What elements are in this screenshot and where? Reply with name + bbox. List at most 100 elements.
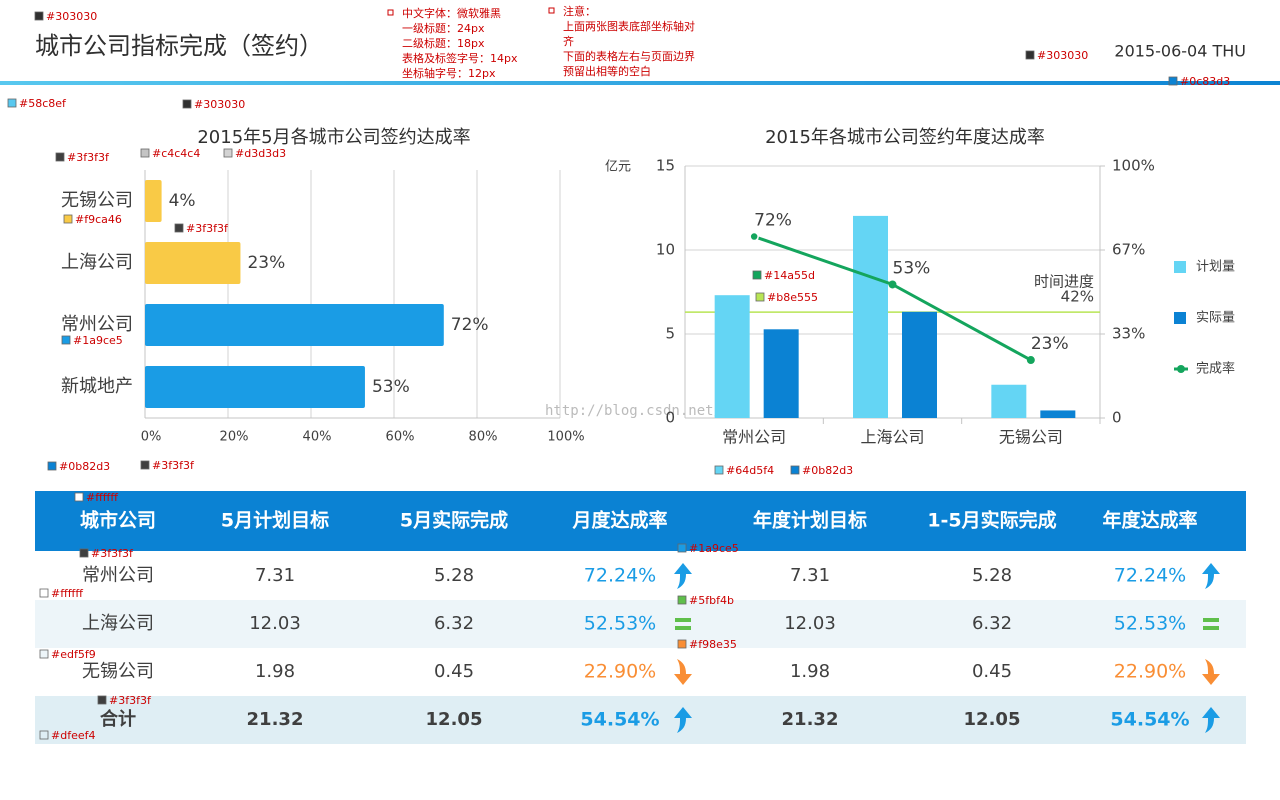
color-swatch [74, 492, 84, 502]
y2-tick-label: 0 [1112, 409, 1122, 427]
legend-label: 实际量 [1196, 311, 1235, 326]
y-axis-label: 亿元 [605, 160, 631, 175]
legend-swatch [1174, 312, 1186, 324]
color-annotation: #f98e35 [689, 638, 737, 651]
color-annotation: #3f3f3f [109, 694, 152, 707]
bar [145, 242, 241, 284]
y2-tick-label: 100% [1112, 157, 1155, 175]
color-annotation: #0b82d3 [59, 460, 110, 473]
color-annotation: #ffffff [51, 587, 83, 600]
color-swatch [714, 465, 724, 475]
watermark: http://blog.csdn.net/ [545, 403, 722, 419]
y2-tick-label: 67% [1112, 240, 1145, 258]
y-tick-label: 10 [656, 241, 675, 259]
header-rule [0, 81, 1280, 85]
table-cell: 常州公司 [82, 565, 154, 586]
table-header-cell: 城市公司 [80, 509, 156, 532]
bar [991, 384, 1027, 418]
bar [145, 304, 444, 346]
trend-down-icon [674, 659, 692, 685]
rate-point [888, 280, 897, 289]
color-swatch [34, 11, 44, 21]
reference-label: 时间进度 [1034, 273, 1094, 291]
color-annotation: #0c83d3 [1180, 75, 1230, 88]
color-annotation: #d3d3d3 [235, 147, 286, 160]
color-annotation: #3f3f3f [91, 547, 134, 560]
rate-label: 72% [754, 211, 792, 231]
color-swatch [1025, 50, 1035, 60]
table-header-cell: 5月实际完成 [400, 509, 508, 532]
chart-title: 2015年5月各城市公司签约达成率 [197, 127, 470, 148]
color-annotation: #3f3f3f [186, 222, 229, 235]
table-cell: 1.98 [255, 661, 295, 682]
trend-up-icon [674, 707, 692, 733]
x-tick-label: 常州公司 [722, 428, 786, 447]
table-cell: 上海公司 [82, 613, 154, 634]
rate-label: 53% [893, 258, 931, 278]
trend-up-icon [1202, 707, 1220, 733]
table-header-cell: 1-5月实际完成 [927, 509, 1056, 532]
x-tick-label: 100% [547, 430, 584, 445]
table-header-cell: 年度达成率 [1102, 509, 1197, 532]
color-annotation: #58c8ef [19, 97, 67, 110]
table-cell: 54.54% [580, 709, 659, 731]
color-annotation: #1a9ce5 [73, 334, 123, 347]
table-cell: 5.28 [434, 565, 474, 586]
legend-swatch [1174, 261, 1186, 273]
value-label: 23% [247, 253, 285, 273]
color-swatch [182, 99, 192, 109]
rate-point [1026, 356, 1035, 365]
color-annotation: #303030 [46, 10, 97, 23]
color-swatch [79, 548, 89, 558]
category-label: 常州公司 [61, 314, 133, 335]
y-tick-label: 5 [665, 325, 675, 343]
table-cell: 7.31 [255, 565, 295, 586]
value-label: 4% [169, 191, 196, 211]
bar [763, 329, 799, 418]
table-cell: 0.45 [972, 661, 1012, 682]
y-tick-label: 0 [665, 409, 675, 427]
color-swatch [752, 270, 762, 280]
color-swatch [140, 148, 150, 158]
table-cell: 12.03 [249, 613, 301, 634]
color-swatch [677, 595, 687, 605]
value-label: 72% [451, 315, 489, 335]
color-swatch [39, 730, 49, 740]
table-row [35, 552, 1246, 600]
table-cell: 22.90% [584, 661, 656, 683]
table-cell: 21.32 [782, 709, 839, 730]
table-cell: 1.98 [790, 661, 830, 682]
trend-up-icon [674, 563, 692, 589]
x-tick-label: 80% [469, 430, 498, 445]
color-swatch [174, 223, 184, 233]
trend-flat-icon [1203, 618, 1219, 622]
color-swatch [97, 695, 107, 705]
table-cell: 72.24% [1114, 565, 1186, 587]
legend-swatch [1177, 365, 1185, 373]
color-annotation: #3f3f3f [67, 151, 110, 164]
color-annotation: #dfeef4 [51, 729, 95, 742]
color-swatch [790, 465, 800, 475]
color-swatch [223, 148, 233, 158]
table-cell: 7.31 [790, 565, 830, 586]
color-swatch [140, 460, 150, 470]
bar [1040, 410, 1076, 418]
color-swatch [63, 214, 73, 224]
layout-note: 下面的表格左右与页面边界 [563, 49, 695, 63]
legend-label: 完成率 [1196, 361, 1235, 377]
layout-note: 注意： [563, 4, 596, 18]
color-swatch [677, 543, 687, 553]
color-swatch [1168, 76, 1178, 86]
color-swatch [47, 461, 57, 471]
table-cell: 6.32 [434, 613, 474, 634]
table-header-cell: 年度计划目标 [753, 509, 867, 532]
rate-point [749, 231, 759, 242]
category-label: 上海公司 [61, 252, 133, 273]
color-annotation: #3f3f3f [152, 459, 195, 472]
color-annotation: #edf5f9 [51, 648, 96, 661]
note-marker [387, 9, 394, 16]
note-marker [548, 7, 555, 14]
table-row [35, 648, 1246, 696]
table-cell: 52.53% [1114, 613, 1186, 635]
